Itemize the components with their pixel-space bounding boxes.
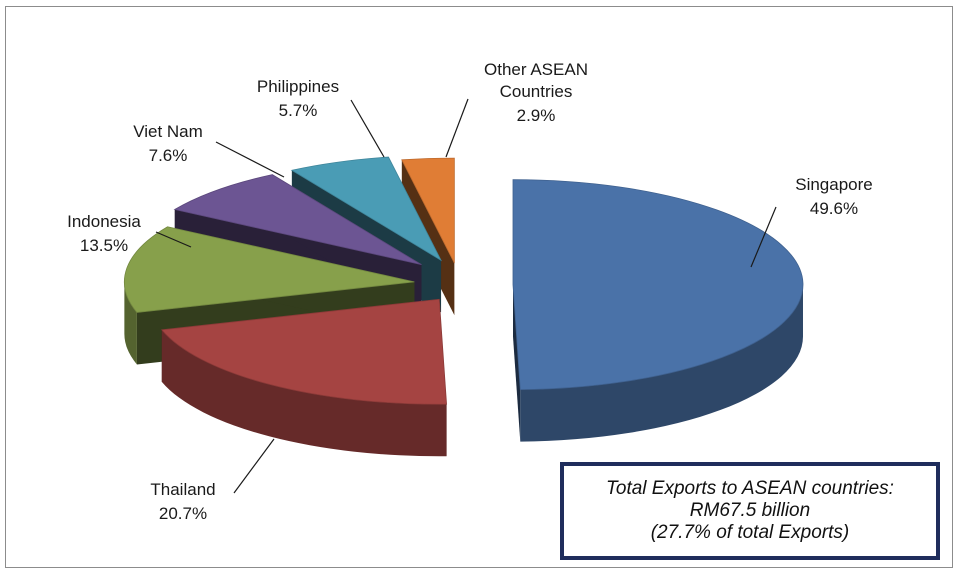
note-line-1: Total Exports to ASEAN countries: xyxy=(606,478,894,499)
slice-rim-singapore-0 xyxy=(520,284,803,442)
label-thailand-name-0: Thailand xyxy=(150,480,215,499)
label-other-asean-countries-name-0: Other ASEAN xyxy=(484,60,588,79)
slice-philippines xyxy=(290,156,443,262)
label-indonesia-value: 13.5% xyxy=(80,236,128,255)
leader-viet-nam xyxy=(215,141,285,178)
pie-tops xyxy=(123,156,804,405)
leader-other-asean-countries xyxy=(445,98,469,158)
leader-lines xyxy=(155,98,777,494)
label-philippines-name-0: Philippines xyxy=(257,77,339,96)
label-indonesia-name-0: Indonesia xyxy=(67,212,141,231)
pie-chart: Singapore 49.6% Thailand 20.7% Indonesia 13.5… xyxy=(67,60,873,523)
label-viet-nam-name-0: Viet Nam xyxy=(133,122,203,141)
leader-indonesia xyxy=(155,231,192,248)
slice-labels: Singapore 49.6% Thailand 20.7% Indonesia 13.5… xyxy=(67,60,873,523)
label-thailand-value: 20.7% xyxy=(159,504,207,523)
note-line-2: RM67.5 billion xyxy=(689,500,811,521)
label-singapore-value: 49.6% xyxy=(810,199,858,218)
chart-frame: Singapore 49.6% Thailand 20.7% Indonesia 13.5… xyxy=(5,6,953,568)
slice-indonesia xyxy=(123,226,415,313)
note-line-3: (27.7% of total Exports) xyxy=(650,522,850,543)
label-viet-nam-value: 7.6% xyxy=(149,146,188,165)
slice-rim-indonesia-0 xyxy=(124,281,137,365)
leader-thailand xyxy=(233,438,275,494)
leader-philippines xyxy=(350,99,385,158)
label-other-asean-countries-name-1: Countries xyxy=(500,82,573,101)
slice-other-asean-countries xyxy=(401,157,455,264)
slice-wall-singapore-1 xyxy=(512,284,521,442)
leader-singapore xyxy=(750,206,777,268)
slice-viet-nam xyxy=(173,174,422,266)
label-philippines-value: 5.7% xyxy=(279,101,318,120)
label-singapore-name-0: Singapore xyxy=(795,175,873,194)
label-other-asean-countries-value: 2.9% xyxy=(517,106,556,125)
slice-thailand xyxy=(161,298,447,405)
total-exports-note: Total Exports to ASEAN countries: RM67.5… xyxy=(560,462,940,560)
slice-rim-thailand-0 xyxy=(161,329,447,457)
slice-singapore xyxy=(512,179,804,390)
